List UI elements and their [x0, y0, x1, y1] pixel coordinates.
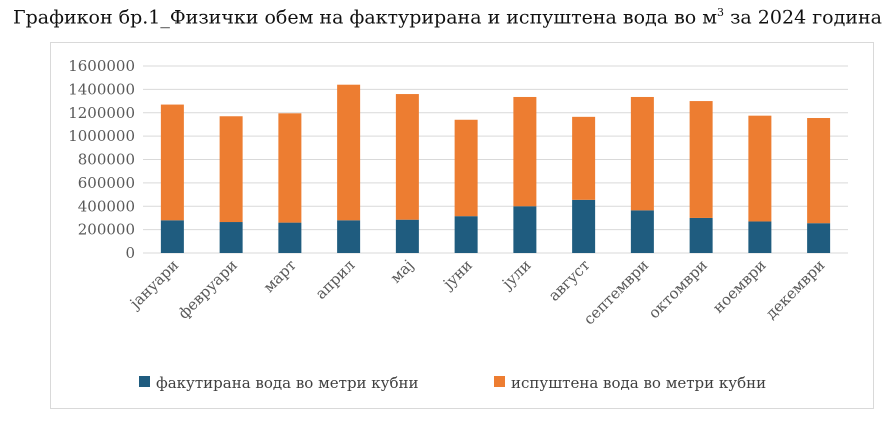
chart-title: Графикон бр.1_Физички обем на фактуриран… — [0, 6, 895, 28]
y-tick-label: 600000 — [78, 174, 135, 192]
bar-invoiced-1 — [160, 220, 184, 253]
y-tick-label: 1200000 — [68, 104, 135, 122]
y-tick-label: 1000000 — [68, 127, 135, 145]
bar-released-9 — [630, 96, 654, 211]
bar-released-1 — [160, 104, 184, 221]
y-tick-label: 200000 — [78, 221, 135, 239]
bar-released-11 — [748, 115, 772, 222]
legend-swatch-2 — [494, 376, 505, 387]
bars — [160, 84, 831, 253]
bar-released-6 — [454, 119, 478, 217]
x-tick-label: јули — [497, 256, 534, 293]
x-tick-label: април — [312, 256, 359, 303]
bar-released-3 — [278, 113, 302, 223]
x-tick-label: март — [260, 256, 300, 296]
bar-released-10 — [689, 101, 713, 218]
legend-label-2: испуштена вода во метри кубни — [511, 374, 766, 392]
chart-title-main: Графикон бр.1_Физички обем на фактуриран… — [13, 6, 718, 29]
bar-invoiced-12 — [807, 223, 831, 253]
bar-invoiced-2 — [219, 222, 243, 253]
chart-title-suffix: за 2024 година — [724, 6, 882, 29]
y-tick-label: 1600000 — [68, 57, 135, 75]
x-tick-label: октомври — [645, 256, 711, 322]
bar-released-7 — [513, 96, 537, 207]
bar-invoiced-6 — [454, 216, 478, 253]
y-tick-label: 0 — [125, 244, 135, 262]
bar-invoiced-10 — [689, 217, 713, 253]
x-tick-label: февруари — [174, 256, 241, 323]
y-tick-label: 400000 — [78, 197, 135, 215]
chart-area — [50, 42, 874, 409]
x-tick-label: декември — [762, 256, 829, 323]
x-tick-label: август — [545, 256, 594, 305]
gridlines — [143, 65, 848, 254]
x-tick-label: мај — [387, 256, 418, 287]
x-tick-label: јуни — [438, 256, 476, 294]
x-tick-label: ноември — [709, 256, 770, 317]
y-tick-label: 800000 — [78, 151, 135, 169]
bar-released-5 — [395, 94, 419, 220]
legend-label-1: факутирана вода во метри кубни — [156, 374, 419, 392]
bar-invoiced-7 — [513, 206, 537, 253]
bar-invoiced-3 — [278, 222, 302, 253]
bar-invoiced-9 — [630, 210, 654, 253]
bar-released-8 — [572, 116, 596, 200]
bar-released-12 — [807, 118, 831, 224]
bar-invoiced-8 — [572, 199, 596, 253]
legend-swatch-1 — [139, 376, 150, 387]
legend: факутирана вода во метри кубни испуштена … — [139, 374, 766, 392]
bar-invoiced-11 — [748, 221, 772, 253]
x-tick-label: јануари — [125, 256, 182, 313]
bar-invoiced-4 — [337, 220, 361, 253]
bar-released-4 — [337, 84, 361, 221]
bar-released-2 — [219, 116, 243, 223]
chart-title-superscript: 3 — [717, 6, 725, 19]
y-tick-label: 1400000 — [68, 80, 135, 98]
bar-invoiced-5 — [395, 219, 419, 253]
y-axis-ticks: 0 200000 400000 600000 800000 1000000 1200000 1… — [68, 57, 135, 262]
